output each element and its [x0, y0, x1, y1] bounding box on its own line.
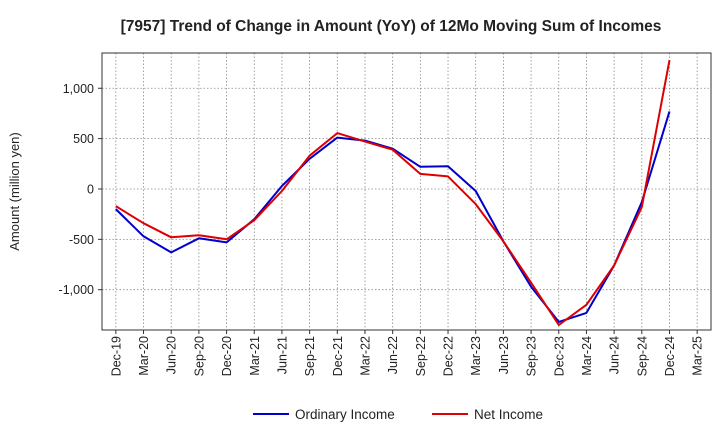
- x-tick-label: Dec-23: [552, 336, 566, 376]
- legend: Ordinary Income Net Income: [253, 407, 543, 422]
- x-tick-label: Dec-20: [220, 336, 234, 376]
- x-tick-label: Sep-22: [414, 336, 428, 376]
- x-tick-label: Mar-20: [137, 336, 151, 376]
- x-axis-ticks: Dec-19 Mar-20 Jun-20 Sep-20 Dec-20 Mar-21 Jun-…: [109, 330, 705, 376]
- x-tick-label: Jun-23: [497, 336, 511, 374]
- series-line-net-income: [115, 59, 671, 326]
- x-tick-label: Mar-21: [248, 336, 262, 376]
- x-tick-label: Mar-23: [469, 336, 483, 376]
- x-tick-label: Sep-20: [192, 336, 206, 376]
- legend-label: Net Income: [474, 407, 543, 422]
- x-tick-label: Dec-21: [331, 336, 345, 376]
- y-tick-label: 1,000: [63, 82, 94, 96]
- legend-label: Ordinary Income: [295, 407, 395, 422]
- x-tick-label: Mar-22: [358, 336, 372, 376]
- x-tick-label: Dec-19: [109, 336, 123, 376]
- x-tick-label: Jun-21: [275, 336, 289, 374]
- y-axis-ticks: -1,000 -500 0 500 1,000: [59, 82, 102, 297]
- x-tick-label: Dec-24: [663, 336, 677, 376]
- y-tick-label: 500: [73, 132, 94, 146]
- x-tick-label: Sep-24: [635, 336, 649, 376]
- grid: [102, 53, 711, 330]
- x-tick-label: Sep-21: [303, 336, 317, 376]
- x-tick-label: Mar-25: [691, 336, 705, 376]
- x-tick-label: Jun-20: [165, 336, 179, 374]
- plot-frame: [101, 52, 712, 331]
- y-tick-label: 0: [87, 182, 94, 196]
- x-tick-label: Dec-22: [442, 336, 456, 376]
- x-tick-label: Jun-24: [608, 336, 622, 374]
- series-line-ordinary-income: [115, 111, 671, 323]
- y-axis-label: Amount (million yen): [7, 132, 22, 251]
- series-layer: [115, 59, 671, 326]
- x-tick-label: Jun-22: [386, 336, 400, 374]
- chart-title: [7957] Trend of Change in Amount (YoY) o…: [121, 18, 662, 35]
- y-tick-label: -500: [69, 233, 94, 247]
- x-tick-label: Sep-23: [525, 336, 539, 376]
- x-tick-label: Mar-24: [580, 336, 594, 376]
- y-tick-label: -1,000: [59, 283, 94, 297]
